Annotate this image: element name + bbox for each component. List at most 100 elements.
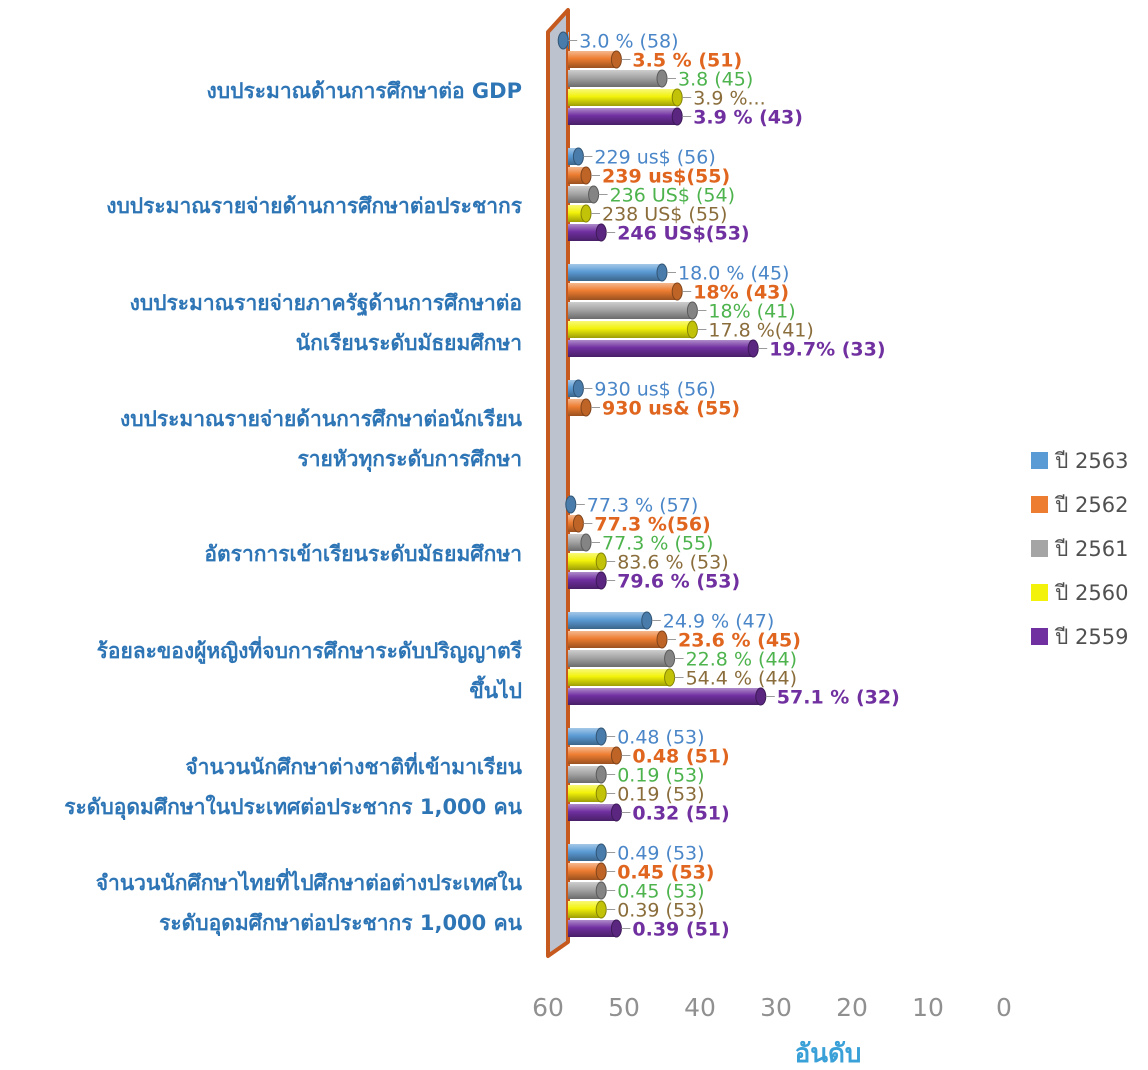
- data-label: 0.48 (51): [632, 746, 729, 768]
- bar-end-cap: [572, 514, 584, 533]
- bar: [568, 785, 602, 802]
- data-label: 3.0 % (58): [579, 31, 678, 53]
- legend-swatch: [1031, 452, 1048, 469]
- bar-end-cap: [664, 668, 676, 687]
- chart-back-wall: [546, 8, 570, 958]
- data-label: 0.39 (51): [632, 919, 729, 941]
- category-label: ระดับอุดมศึกษาในประเทศต่อประชากร 1,000 ค…: [64, 794, 522, 821]
- bar: [568, 669, 670, 686]
- x-axis-ticks: 60 50 40 30 20 10 0: [532, 993, 1012, 1022]
- bar-end-cap: [565, 495, 577, 514]
- bar-end-cap: [686, 301, 698, 320]
- bar-end-cap: [595, 552, 607, 571]
- bar: [568, 224, 602, 241]
- bar: [568, 863, 602, 880]
- data-label: 930 us$ (56): [594, 379, 715, 401]
- legend: ปี 2563 ปี 2562 ปี 2561 ปี 2560 ปี 2559: [1031, 449, 1128, 649]
- data-label: 19.7% (33): [769, 339, 885, 361]
- bar-end-cap: [656, 630, 668, 649]
- bar-end-cap: [572, 379, 584, 398]
- category-label: จำนวนนักศึกษาต่างชาติที่เข้ามาเรียน: [185, 751, 522, 779]
- bar: [568, 688, 761, 705]
- bar-end-cap: [595, 862, 607, 881]
- bar-end-cap: [580, 398, 592, 417]
- bar: [568, 89, 678, 106]
- data-label: 18% (41): [708, 301, 795, 323]
- data-label: 0.45 (53): [617, 881, 704, 903]
- data-label: 0.45 (53): [617, 862, 714, 884]
- category-label: งบประมาณรายจ่ายด้านการศึกษาต่อประชากร: [106, 194, 523, 218]
- data-label: 54.4 % (44): [686, 668, 797, 690]
- bar-end-cap: [755, 687, 767, 706]
- bar: [568, 766, 602, 783]
- legend-label: ปี 2561: [1054, 537, 1128, 561]
- bar: [568, 70, 662, 87]
- bar: [568, 186, 594, 203]
- bar-end-cap: [610, 919, 622, 938]
- category-label: รายหัวทุกระดับการศึกษา: [297, 447, 522, 473]
- data-label: 246 US$(53): [617, 223, 749, 245]
- bar-end-cap: [588, 185, 600, 204]
- bar: [568, 747, 617, 764]
- bar: [568, 302, 693, 319]
- data-label: 0.19 (53): [617, 765, 704, 787]
- bar: [568, 650, 670, 667]
- data-label: 3.9 % (43): [693, 107, 803, 129]
- data-label: 24.9 % (47): [663, 611, 774, 633]
- tick-label: 30: [760, 993, 792, 1022]
- bar-end-cap: [595, 765, 607, 784]
- data-label: 0.32 (51): [632, 803, 729, 825]
- category-labels: งบประมาณด้านการศึกษาต่อ GDP งบประมาณรายจ่…: [64, 79, 523, 937]
- data-label: 236 US$ (54): [610, 185, 735, 207]
- bar-end-cap: [610, 50, 622, 69]
- bar-end-cap: [656, 263, 668, 282]
- bar-end-cap: [595, 727, 607, 746]
- data-label: 0.48 (53): [617, 727, 704, 749]
- bar-end-cap: [557, 31, 569, 50]
- legend-swatch: [1031, 540, 1048, 557]
- category-label: นักเรียนระดับมัธยมศึกษา: [296, 331, 522, 355]
- bar-end-cap: [686, 320, 698, 339]
- legend-label: ปี 2560: [1054, 581, 1128, 605]
- legend-label: ปี 2559: [1054, 625, 1128, 649]
- bar: [568, 572, 602, 589]
- bar-end-cap: [747, 339, 759, 358]
- data-label: 77.3 %(56): [594, 514, 710, 536]
- bar: [568, 901, 602, 918]
- bar: [568, 612, 647, 629]
- data-label: 77.3 % (55): [602, 533, 713, 555]
- bar-end-cap: [580, 204, 592, 223]
- category-label: ร้อยละของผู้หญิงที่จบการศึกษาระดับปริญญา…: [97, 635, 523, 665]
- category-label: งบประมาณด้านการศึกษาต่อ GDP: [207, 79, 522, 103]
- tick-label: 40: [684, 993, 716, 1022]
- bar-end-cap: [595, 223, 607, 242]
- bar: [568, 108, 678, 125]
- data-label: 18.0 % (45): [678, 263, 789, 285]
- bar-end-cap: [580, 166, 592, 185]
- data-label: 77.3 % (57): [587, 495, 698, 517]
- data-label: 18% (43): [693, 282, 789, 304]
- bar-end-cap: [595, 784, 607, 803]
- data-label: 83.6 % (53): [617, 552, 728, 574]
- tick-label: 10: [912, 993, 944, 1022]
- bar-end-cap: [580, 533, 592, 552]
- bar: [568, 844, 602, 861]
- bar-end-cap: [595, 571, 607, 590]
- data-label: 17.8 %(41): [708, 320, 813, 342]
- bar: [568, 340, 754, 357]
- bar: [568, 553, 602, 570]
- bar: [568, 321, 693, 338]
- bar: [568, 264, 662, 281]
- data-label: 0.39 (53): [617, 900, 704, 922]
- tick-label: 50: [608, 993, 640, 1022]
- data-label: 3.8 (45): [678, 69, 753, 91]
- bar: [568, 728, 602, 745]
- wall-panel: [546, 8, 570, 958]
- data-label: 3.5 % (51): [632, 50, 742, 72]
- bar-end-cap: [595, 900, 607, 919]
- category-label: จำนวนนักศึกษาไทยที่ไปศึกษาต่อต่างประเทศใ…: [96, 867, 523, 895]
- bar-end-cap: [595, 881, 607, 900]
- data-label: 23.6 % (45): [678, 630, 801, 652]
- legend-label: ปี 2563: [1054, 449, 1128, 473]
